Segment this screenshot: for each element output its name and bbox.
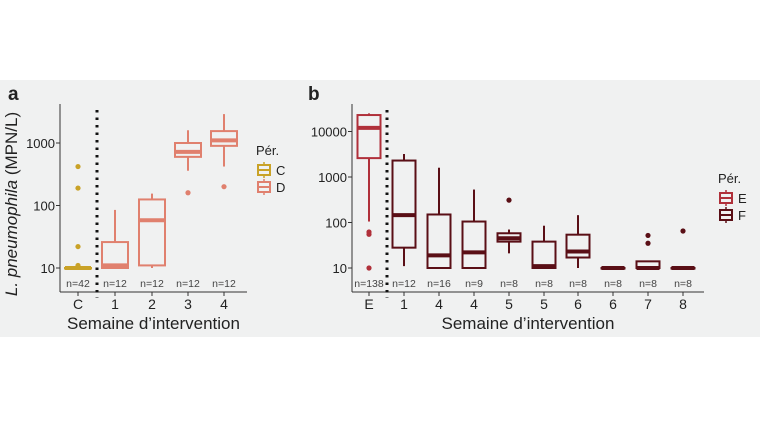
x-tick-label: 8 [679,296,687,312]
box-7: n=8 [635,232,661,290]
legend: Pér. CD [256,143,285,195]
outlier-point [75,185,81,191]
x-tick-label: 2 [148,296,156,312]
count-label: n=12 [140,278,164,290]
x-tick-label: 7 [644,296,652,312]
x-tick-label: 1 [400,296,408,312]
outlier-point [75,243,81,250]
box-4: n=9 [461,189,487,290]
x-axis-title: Semaine d’intervention [67,314,240,333]
outlier-point [506,197,512,203]
box-5: n=8 [496,197,522,290]
outlier-point [75,163,81,170]
outlier-point [645,232,651,239]
x-tick-label: E [364,296,373,312]
outlier-point [221,184,227,190]
y-tick-label: 10 [41,261,55,276]
box-6: n=8 [600,266,626,290]
box-1: n=12 [391,154,417,290]
panel-b: b 10 100 1000 10000 n=138 En=12 1 n=16 4 n=9 4 n=8 5 n… [308,84,747,333]
count-label: n=12 [176,278,200,290]
legend-label: E [738,191,747,206]
y-tick-label: 100 [325,216,347,231]
box-2: n=12 [138,193,166,290]
legend-title: Pér. [256,143,279,158]
y-axis-title: L. pneumophila (MPN/L) [2,112,21,296]
count-label: n=12 [103,278,127,290]
count-label: n=12 [212,278,236,290]
panel-label: a [8,84,19,105]
outlier-point [680,228,686,234]
outlier-point [75,262,81,269]
count-label: n=8 [604,278,622,290]
y-tick-label: 10000 [311,125,347,140]
count-label: n=12 [392,278,416,290]
x-tick-label: 5 [505,296,513,312]
outlier-point [366,229,372,235]
box-3: n=12 [174,130,202,290]
count-label: n=8 [569,278,587,290]
box-6: n=8 [565,215,591,290]
y-tick-label: 10 [333,261,347,276]
x-tick-label: 1 [111,296,119,312]
box-E: n=138 [354,113,384,290]
count-label: n=8 [674,278,692,290]
outlier-point [645,240,651,246]
x-tick-label: 4 [470,296,478,312]
iqr-box [531,240,557,269]
box-C: n=42 [64,163,92,290]
iqr-box [391,159,417,249]
panel-a: a 10 100 1000 n=42 Cn=12 1 n=12 2 n=12 3 n=12 4 Semai… [2,84,285,333]
iqr-box [138,198,166,267]
legend-label: C [276,163,285,178]
legend-title: Pér. [718,171,741,186]
legend-label: F [738,208,746,223]
box-4: n=16 [426,167,452,290]
y-tick-label: 1000 [318,170,347,185]
x-tick-label: 6 [609,296,617,312]
x-tick-label: 5 [540,296,548,312]
count-label: n=9 [465,278,483,290]
x-tick-label: C [73,296,83,312]
x-tick-label: 4 [220,296,228,312]
count-label: n=8 [500,278,518,290]
iqr-box [461,220,487,269]
y-tick-label: 100 [33,199,55,214]
x-axis-title: Semaine d’intervention [442,314,615,333]
legend-label: D [276,180,285,195]
count-label: n=42 [66,278,90,290]
legend: Pér. EF [718,171,747,223]
count-label: n=8 [535,278,553,290]
outlier-point [366,265,372,271]
panel-label: b [308,84,320,105]
y-axis-title-italic: L. pneumophila [2,180,21,296]
box-4: n=12 [210,114,238,290]
y-axis-title-units: (MPN/L) [2,112,21,180]
box-5: n=8 [531,225,557,290]
box-8: n=8 [670,228,696,290]
outlier-point [185,190,191,196]
x-tick-label: 4 [435,296,443,312]
count-label: n=16 [427,278,451,290]
box-1: n=12 [101,209,129,290]
iqr-box [356,114,382,160]
x-tick-label: 6 [574,296,582,312]
count-label: n=138 [354,278,384,290]
count-label: n=8 [639,278,657,290]
iqr-box [565,233,591,259]
y-tick-label: 1000 [26,136,55,151]
iqr-box [426,213,452,270]
iqr-box [101,241,129,269]
x-tick-label: 3 [184,296,192,312]
